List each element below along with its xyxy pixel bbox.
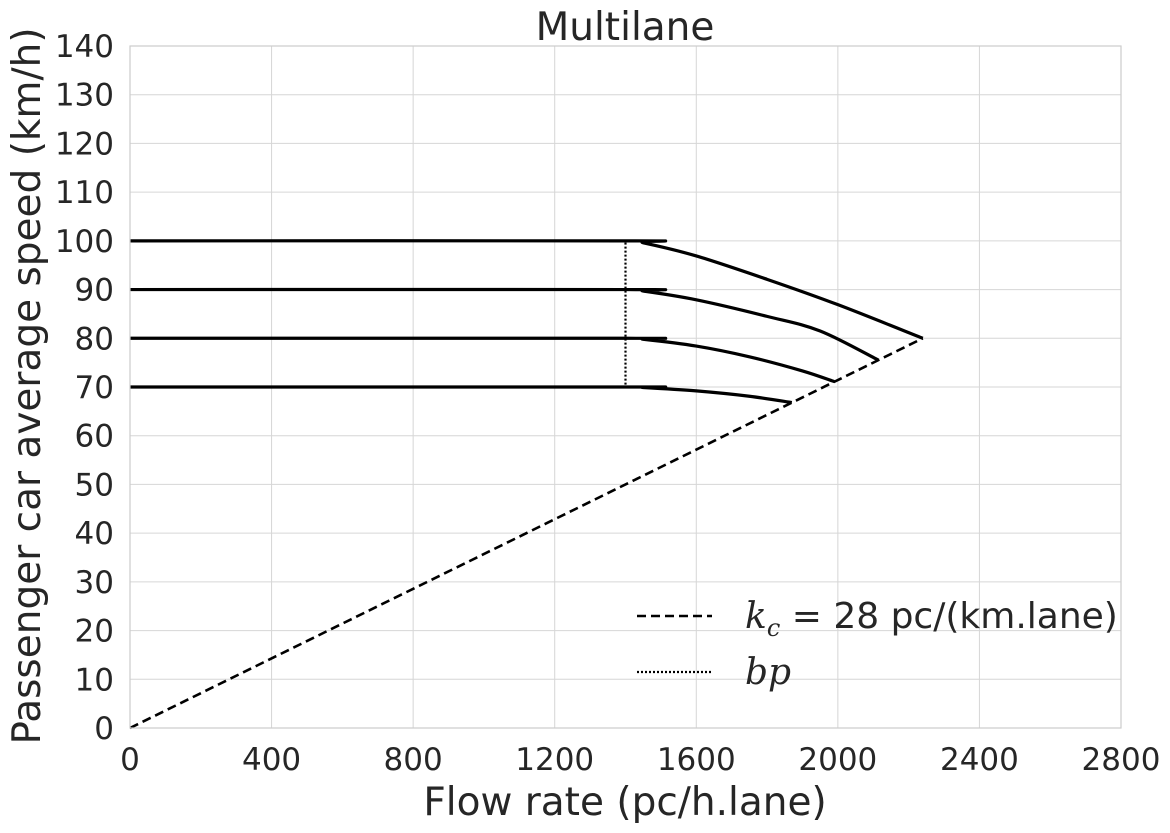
y-tick-label: 100 (55, 224, 114, 260)
x-tick-label: 2400 (940, 742, 1019, 778)
speed-curve (129, 336, 835, 384)
x-axis-label: Flow rate (pc/h.lane) (423, 780, 826, 825)
legend-label-bp: bp (745, 652, 791, 693)
x-tick-label: 2000 (798, 742, 877, 778)
legend: kc = 28 pc/(km.lane) bp (637, 596, 1118, 693)
legend-label-text: = 28 pc/(km.lane) (780, 596, 1118, 637)
y-tick-label: 30 (75, 565, 114, 601)
y-tick-label: 0 (94, 711, 114, 747)
capacity-density-line (129, 337, 924, 730)
speed-curve (129, 239, 924, 340)
x-tick-label: 0 (120, 742, 140, 778)
y-tick-label: 120 (55, 126, 114, 162)
x-tick-label: 1200 (515, 742, 594, 778)
chart-title: Multilane (536, 5, 715, 50)
y-tick-label: 40 (75, 516, 114, 552)
y-tick-label: 110 (55, 175, 114, 211)
y-tick-label: 20 (75, 614, 114, 650)
y-tick-label: 90 (75, 273, 114, 309)
legend-math-subscript: c (767, 614, 780, 642)
tick-labels: 0 400 800 1200 1600 2000 2400 2800 0 10 20 30 40 50 60… (55, 29, 1161, 778)
speed-curve (129, 385, 793, 405)
data-lines (129, 239, 924, 730)
x-tick-label: 400 (242, 742, 301, 778)
y-tick-label: 130 (55, 78, 114, 114)
y-tick-label: 10 (75, 662, 114, 698)
x-tick-label: 800 (384, 742, 443, 778)
speed-curve (129, 287, 880, 362)
y-tick-label: 60 (75, 419, 114, 455)
y-tick-label: 50 (75, 467, 114, 503)
legend-math-symbol: k (745, 596, 767, 637)
x-tick-label: 2800 (1082, 742, 1161, 778)
y-tick-label: 80 (75, 321, 114, 357)
y-axis-label: Passenger car average speed (km/h) (5, 27, 50, 744)
y-tick-label: 140 (55, 29, 114, 65)
y-tick-label: 70 (75, 370, 114, 406)
plot-frame (129, 45, 1122, 729)
legend-label-kc: kc = 28 pc/(km.lane) (745, 596, 1118, 642)
x-tick-label: 1600 (657, 742, 736, 778)
